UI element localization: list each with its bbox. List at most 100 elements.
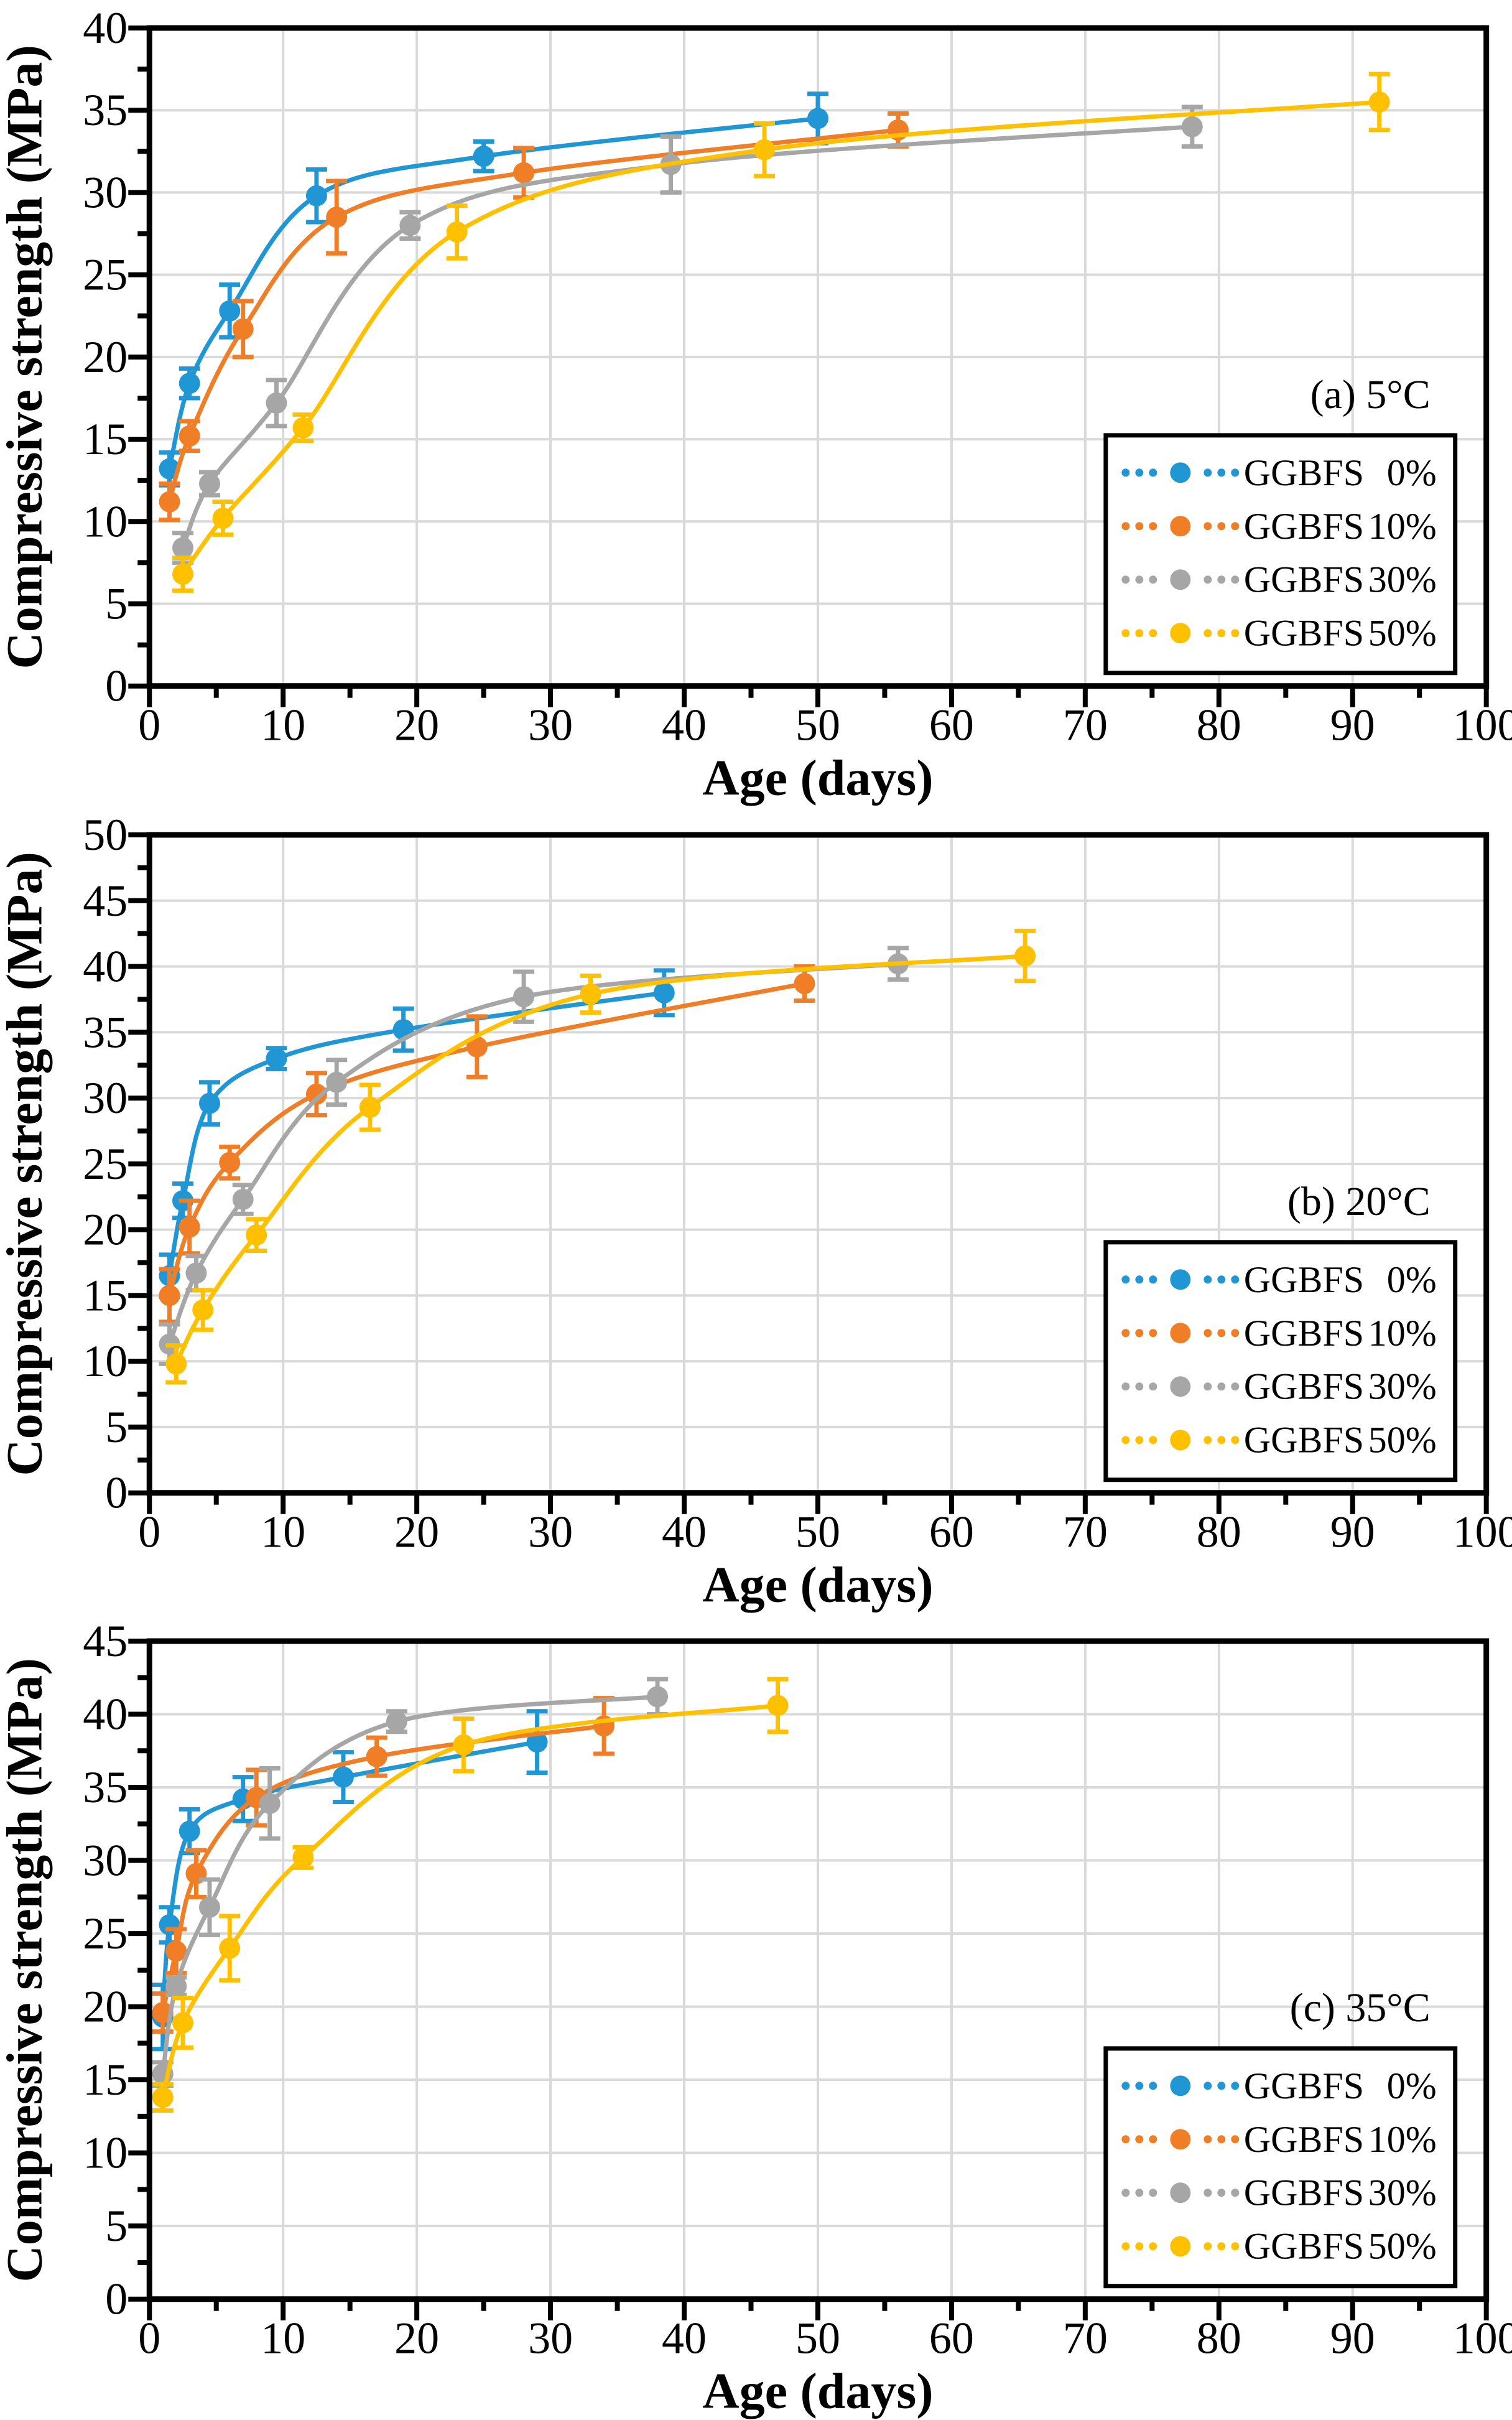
x-tick-label: 100 bbox=[1453, 700, 1512, 750]
data-point-marker bbox=[172, 2012, 193, 2034]
x-tick-label: 90 bbox=[1330, 1507, 1375, 1557]
legend-dot bbox=[1217, 1275, 1226, 1283]
legend-dot bbox=[1121, 2082, 1130, 2090]
data-point-marker bbox=[807, 108, 828, 129]
y-tick-label: 5 bbox=[105, 1402, 128, 1452]
legend-dot bbox=[1231, 2242, 1240, 2251]
legend-dot bbox=[1135, 2242, 1144, 2251]
data-point-marker bbox=[232, 1188, 254, 1210]
legend-marker bbox=[1170, 569, 1191, 590]
legend-dot bbox=[1135, 522, 1144, 531]
x-axis-title: Age (days) bbox=[702, 2363, 933, 2419]
series-ggbfs-50- bbox=[152, 1677, 789, 2113]
legend-dot bbox=[1231, 1382, 1240, 1390]
y-tick-label: 5 bbox=[105, 2201, 128, 2251]
data-point-marker bbox=[513, 162, 535, 184]
legend-dot bbox=[1204, 575, 1212, 584]
legend-dot bbox=[1135, 2189, 1144, 2197]
data-point-marker bbox=[198, 473, 220, 495]
legend-dot bbox=[1217, 575, 1226, 584]
y-tick-label: 20 bbox=[83, 332, 128, 382]
data-point-marker bbox=[246, 1224, 267, 1245]
data-point-marker bbox=[159, 1285, 180, 1306]
data-point-marker bbox=[172, 537, 193, 559]
legend-series-name: GGBFS bbox=[1244, 559, 1364, 600]
x-tick-label: 60 bbox=[929, 700, 974, 750]
y-axis-c: 0 5 10 15 20 25 30 35 40 45 bbox=[83, 1616, 150, 2324]
legend-marker bbox=[1170, 1322, 1191, 1343]
data-point-marker bbox=[386, 1711, 407, 1733]
legend-series-pct: 0% bbox=[1387, 2065, 1437, 2106]
legend-dot bbox=[1121, 1328, 1130, 1337]
legend-dot bbox=[1204, 1275, 1212, 1283]
data-point-marker bbox=[1181, 116, 1203, 137]
legend-dot bbox=[1149, 1382, 1157, 1390]
data-point-marker bbox=[359, 1096, 381, 1118]
legend-dot bbox=[1231, 1275, 1240, 1283]
y-tick-label: 30 bbox=[83, 167, 128, 217]
legend-dot bbox=[1204, 468, 1212, 477]
legend-dot bbox=[1121, 1382, 1130, 1390]
legend-marker bbox=[1170, 2129, 1191, 2150]
y-tick-label: 35 bbox=[83, 1007, 128, 1057]
y-tick-label: 10 bbox=[83, 496, 128, 546]
x-tick-label: 0 bbox=[138, 1507, 160, 1557]
legend-dot bbox=[1204, 522, 1212, 531]
legend-dot bbox=[1121, 575, 1130, 584]
legend-a: GGBFS 0%GGBFS 10%GGBFS 30%GGBFS 50% bbox=[1103, 433, 1458, 676]
legend-dot bbox=[1204, 1328, 1212, 1337]
x-tick-label: 40 bbox=[662, 700, 707, 750]
legend-c: GGBFS 0%GGBFS 10%GGBFS 30%GGBFS 50% bbox=[1103, 2046, 1458, 2289]
legend-marker bbox=[1170, 1429, 1191, 1450]
legend-marker bbox=[1170, 1268, 1191, 1290]
data-point-marker bbox=[466, 1036, 488, 1058]
legend-b: GGBFS 0%GGBFS 10%GGBFS 30%GGBFS 50% bbox=[1103, 1239, 1458, 1482]
legend-dot bbox=[1135, 2135, 1144, 2144]
x-tick-label: 80 bbox=[1197, 1507, 1241, 1557]
x-tick-label: 70 bbox=[1063, 1507, 1108, 1557]
legend-series-pct: 30% bbox=[1368, 1366, 1437, 1407]
y-tick-label: 10 bbox=[83, 2128, 128, 2178]
legend-dot bbox=[1135, 575, 1144, 584]
y-tick-label: 35 bbox=[83, 85, 128, 135]
trend-line bbox=[174, 953, 1027, 1366]
data-point-marker bbox=[198, 1092, 220, 1114]
x-tick-label: 100 bbox=[1453, 1507, 1512, 1557]
chart-c-canvas: 0 10 20 30 40 50 60 70 80 90 100 0 5 10 15 20 25 30 35 40 45… bbox=[0, 1613, 1512, 2420]
x-axis-title: Age (days) bbox=[702, 1556, 933, 1613]
legend-dot bbox=[1217, 2135, 1226, 2144]
legend-series-name: GGBFS bbox=[1244, 506, 1364, 547]
data-point-marker bbox=[292, 417, 314, 439]
legend-dot bbox=[1121, 2189, 1130, 2197]
x-axis-c: 0 10 20 30 40 50 60 70 80 90 100 bbox=[138, 2299, 1512, 2363]
legend-box bbox=[1103, 433, 1458, 676]
legend-dot bbox=[1149, 1328, 1157, 1337]
data-point-marker bbox=[292, 1847, 314, 1869]
x-tick-label: 10 bbox=[261, 700, 305, 750]
data-point-marker bbox=[446, 221, 468, 243]
y-tick-label: 25 bbox=[83, 250, 128, 300]
data-point-marker bbox=[399, 215, 421, 236]
legend-dot bbox=[1204, 2189, 1212, 2197]
data-point-marker bbox=[754, 139, 775, 161]
data-point-marker bbox=[219, 1152, 241, 1173]
x-tick-label: 40 bbox=[662, 2314, 707, 2363]
legend-dot bbox=[1149, 2135, 1157, 2144]
panel-annotation: (a) 5°C bbox=[1310, 372, 1431, 417]
legend-series-pct: 50% bbox=[1368, 2226, 1437, 2267]
x-tick-label: 10 bbox=[261, 1507, 305, 1557]
legend-series-name: GGBFS bbox=[1244, 2119, 1364, 2160]
data-point-marker bbox=[179, 1820, 200, 1842]
y-tick-label: 5 bbox=[105, 579, 128, 628]
legend-dot bbox=[1231, 1435, 1240, 1444]
data-point-marker bbox=[266, 392, 287, 414]
legend-dot bbox=[1121, 1275, 1130, 1283]
data-point-marker bbox=[366, 1746, 387, 1767]
legend-dot bbox=[1217, 1435, 1226, 1444]
legend-dot bbox=[1217, 1328, 1226, 1337]
legend-dot bbox=[1135, 1435, 1144, 1444]
x-tick-label: 60 bbox=[929, 1507, 974, 1557]
x-tick-label: 80 bbox=[1197, 2314, 1241, 2363]
legend-dot bbox=[1149, 2189, 1157, 2197]
